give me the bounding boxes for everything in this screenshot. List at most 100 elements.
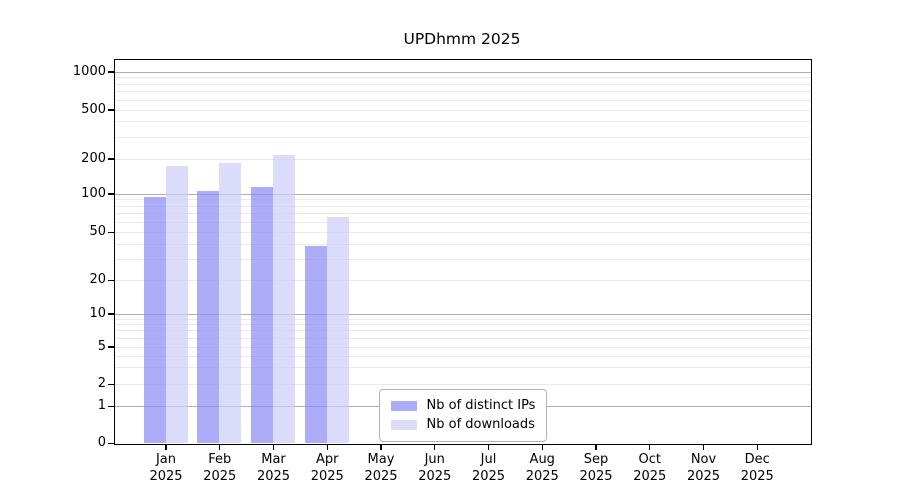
gridline-minor (114, 384, 811, 385)
y-axis-tick-label: 2 (97, 376, 106, 391)
gridline-minor (114, 330, 811, 332)
x-axis-year-label: 2025 (740, 468, 774, 484)
y-axis-tick (108, 313, 114, 315)
y-axis-tick-label: 200 (81, 150, 106, 166)
bar-downloads (165, 165, 188, 443)
y-axis-tick-label: 5 (97, 338, 106, 354)
x-axis-month-label: Oct (638, 452, 661, 467)
gridline-minor (114, 158, 811, 160)
chart-title: UPDhmm 2025 (403, 30, 521, 48)
y-axis-tick-label: 1 (97, 398, 106, 413)
bar-distinct-ips (143, 196, 166, 443)
bar-distinct-ips (304, 246, 327, 443)
gridline-minor (114, 99, 811, 101)
bar-downloads (219, 162, 242, 443)
y-axis-tick-label: 500 (81, 101, 106, 117)
gridline-minor (114, 318, 811, 320)
x-axis-tick (702, 445, 705, 450)
x-axis-tick-label: Jul 2025 (457, 452, 521, 485)
gridline-minor (114, 367, 811, 369)
x-axis-month-label: May (367, 452, 395, 467)
gridline-major (114, 193, 811, 195)
y-axis-tick (108, 193, 114, 195)
x-axis-tick (487, 445, 490, 450)
legend-label-distinct-ips: Nb of distinct IPs (426, 398, 536, 413)
x-axis-tick (380, 445, 382, 450)
x-axis-tick-label: Jun 2025 (403, 452, 467, 485)
y-axis-tick (108, 405, 114, 408)
x-axis-year-label: 2025 (579, 468, 613, 484)
x-axis-tick-label: Apr 2025 (295, 452, 359, 485)
y-axis-tick (108, 231, 114, 234)
bar-distinct-ips (251, 187, 273, 443)
x-axis-tick (595, 445, 597, 450)
gridline-minor (114, 337, 811, 339)
gridline-minor (114, 199, 811, 201)
x-axis-tick-label: May 2025 (349, 452, 413, 485)
x-axis-tick (272, 445, 275, 450)
bar-downloads (326, 217, 349, 443)
x-axis-year-label: 2025 (471, 468, 506, 484)
x-axis-tick-label: Oct 2025 (618, 452, 682, 485)
gridline-minor (114, 121, 811, 123)
x-axis-tick-label: Nov 2025 (672, 452, 736, 485)
gridline-minor (114, 91, 811, 93)
x-axis-tick-label: Sep 2025 (564, 452, 628, 485)
y-axis-tick-label: 20 (89, 272, 106, 287)
y-axis-tick (108, 383, 114, 386)
plot-area: Nb of distinct IPs Nb of downloads (113, 59, 812, 445)
x-axis-tick-label: Aug 2025 (510, 452, 574, 485)
gridline-minor (114, 136, 811, 138)
gridline-minor (114, 77, 811, 79)
gridline-minor (114, 213, 811, 215)
y-axis-tick (108, 346, 114, 348)
x-axis-year-label: 2025 (686, 468, 721, 484)
x-axis-month-label: Dec (744, 452, 770, 467)
x-axis-tick (326, 445, 328, 450)
x-axis-month-label: Mar (261, 452, 286, 467)
x-axis-month-label: Sep (583, 452, 609, 467)
x-axis-year-label: 2025 (633, 468, 667, 484)
x-axis-tick (219, 445, 221, 450)
gridline-minor (114, 83, 811, 85)
x-axis-month-label: Apr (316, 452, 339, 467)
gridline-minor (114, 258, 811, 260)
gridline-major (114, 313, 811, 315)
y-axis-tick (108, 279, 114, 282)
gridline-minor (114, 232, 811, 233)
x-axis-tick-label: Feb 2025 (188, 452, 252, 485)
bar-distinct-ips (197, 191, 220, 443)
y-axis-tick (108, 71, 114, 73)
x-axis-month-label: Aug (529, 452, 555, 467)
x-axis-month-label: Jan (155, 452, 177, 467)
x-axis-month-label: Jul (480, 452, 497, 467)
x-axis-tick (165, 445, 167, 450)
x-axis-year-label: 2025 (364, 468, 398, 484)
legend-label-downloads: Nb of downloads (426, 417, 535, 432)
x-axis-year-label: 2025 (256, 468, 291, 484)
x-axis-month-label: Nov (690, 452, 717, 467)
x-axis-year-label: 2025 (418, 468, 452, 484)
gridline-major (114, 71, 811, 73)
legend-swatch-downloads (390, 419, 417, 430)
y-axis-tick-label: 1000 (72, 63, 106, 79)
x-axis-year-label: 2025 (310, 468, 344, 484)
x-axis-year-label: 2025 (149, 468, 183, 484)
x-axis-year-label: 2025 (203, 468, 237, 484)
gridline-minor (114, 221, 811, 223)
gridline-minor (114, 205, 811, 207)
x-axis-tick (541, 445, 543, 450)
x-axis-tick-label: Mar 2025 (242, 452, 306, 485)
x-axis-month-label: Feb (208, 452, 232, 467)
y-axis-tick (108, 442, 114, 445)
gridline-minor (114, 280, 811, 281)
legend-entry-distinct-ips: Nb of distinct IPs (390, 396, 536, 415)
x-axis-month-label: Jun (424, 452, 445, 467)
x-axis-year-label: 2025 (525, 468, 559, 484)
gridline-minor (114, 324, 811, 326)
bar-downloads (273, 154, 295, 443)
legend-entry-downloads: Nb of downloads (390, 415, 536, 434)
gridline-minor (114, 243, 811, 245)
legend: Nb of distinct IPs Nb of downloads (378, 389, 548, 442)
